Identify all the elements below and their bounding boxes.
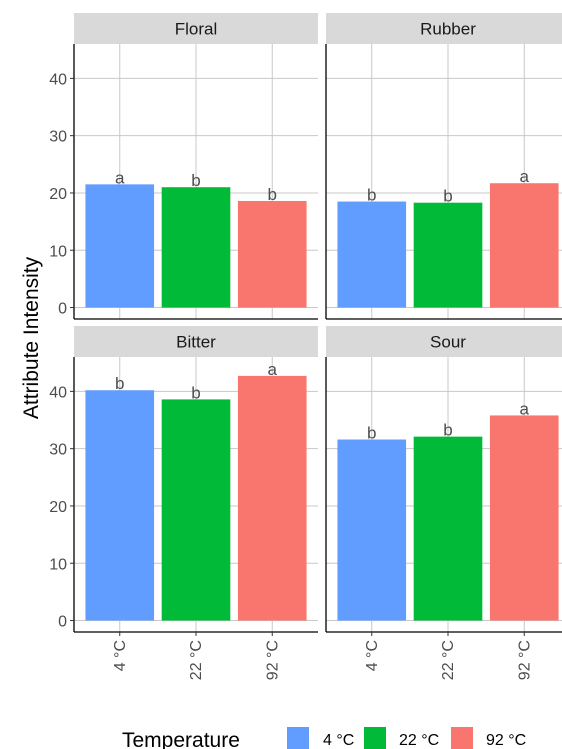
x-tick-label: 4 °C	[112, 640, 129, 671]
y-tick-label: 20	[49, 499, 67, 516]
bar-bitter	[237, 375, 307, 621]
significance-letter: b	[367, 186, 376, 205]
x-tick-label: 22 °C	[188, 640, 205, 680]
y-tick-label: 30	[49, 442, 67, 459]
significance-letter: a	[520, 167, 530, 186]
legend-label: 92 °C	[486, 732, 526, 749]
y-tick-label: 40	[49, 71, 67, 88]
facet-strip-label: Floral	[175, 20, 218, 39]
y-tick-label: 10	[49, 243, 67, 260]
bar-rubber	[413, 202, 483, 308]
y-tick-label: 40	[49, 384, 67, 401]
legend-key	[287, 727, 309, 749]
facet-strip	[74, 13, 318, 44]
facet-strip-label: Sour	[430, 333, 466, 352]
legend-label: 4 °C	[323, 732, 354, 749]
x-tick-label: 92 °C	[516, 640, 533, 680]
legend-label: 22 °C	[399, 732, 439, 749]
significance-letter: b	[191, 171, 200, 190]
legend-key	[451, 727, 473, 749]
bar-sour	[489, 415, 559, 621]
bar-bitter	[161, 399, 231, 621]
x-tick-label: 92 °C	[264, 640, 281, 680]
bar-bitter	[85, 390, 155, 621]
facet-strip	[326, 326, 562, 357]
facet-strip-label: Rubber	[420, 20, 476, 39]
y-tick-label: 10	[49, 556, 67, 573]
significance-letter: b	[443, 187, 452, 206]
bar-rubber	[337, 201, 407, 308]
bar-floral	[161, 187, 231, 308]
bar-sour	[413, 436, 483, 621]
significance-letter: b	[268, 185, 277, 204]
significance-letter: a	[520, 399, 530, 418]
bar-sour	[337, 439, 407, 621]
facet-strip	[326, 13, 562, 44]
y-tick-label: 30	[49, 129, 67, 146]
significance-letter: a	[115, 168, 125, 187]
y-tick-label: 0	[58, 614, 67, 631]
significance-letter: b	[367, 424, 376, 443]
bar-floral	[85, 184, 155, 308]
significance-letter: b	[443, 421, 452, 440]
y-tick-label: 0	[58, 301, 67, 318]
facet-strip-label: Bitter	[176, 333, 216, 352]
x-tick-label: 4 °C	[364, 640, 381, 671]
significance-letter: a	[268, 360, 278, 379]
legend-key	[364, 727, 386, 749]
significance-letter: b	[191, 383, 200, 402]
x-tick-label: 22 °C	[440, 640, 457, 680]
y-tick-label: 20	[49, 186, 67, 203]
bar-rubber	[489, 183, 559, 308]
legend-title: Temperature	[122, 729, 240, 749]
facet-strip	[74, 326, 318, 357]
significance-letter: b	[115, 374, 124, 393]
y-axis-title: Attribute Intensity	[20, 256, 43, 419]
bar-floral	[237, 200, 307, 308]
